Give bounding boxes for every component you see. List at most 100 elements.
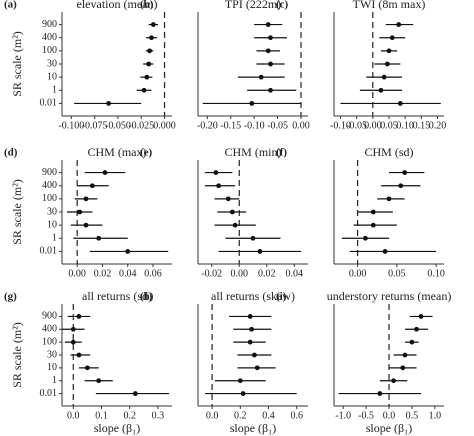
x-tick-label: 0.00: [349, 268, 367, 279]
point: [249, 101, 255, 106]
point: [70, 339, 76, 345]
point: [237, 378, 243, 384]
x-tick-label: 0.2: [234, 410, 247, 421]
x-tick-label: 0.04: [286, 268, 304, 279]
y-tick-label: 10: [47, 362, 57, 373]
y-tick-label: 1: [52, 85, 57, 96]
panel-label: (h): [140, 291, 154, 303]
point: [150, 22, 156, 27]
point: [363, 235, 368, 241]
y-tick-label: 1: [52, 375, 57, 386]
panel-title: CHM (min): [225, 145, 282, 159]
y-tick-label: 0.01: [40, 388, 58, 399]
x-tick-label: 1.0: [429, 410, 442, 421]
y-axis-label: SR scale (m²): [10, 322, 24, 388]
x-tick-label: 0.05: [388, 268, 406, 279]
point: [247, 314, 253, 319]
x-tick-label: 0.1: [95, 410, 108, 421]
y-tick-label: 100: [42, 193, 57, 204]
y-tick-label: 400: [42, 32, 57, 43]
point: [381, 74, 387, 80]
x-tick-label: 0.10: [396, 120, 414, 131]
point: [96, 378, 102, 384]
x-axis-label: slope (β₁): [230, 421, 277, 435]
x-tick-label: -0.20: [197, 120, 218, 131]
x-tick-label: 0.00: [292, 120, 310, 131]
panel-label: (b): [140, 0, 154, 11]
point: [125, 249, 131, 254]
x-tick-label: 0.00: [364, 120, 382, 131]
panel-label: (c): [276, 0, 289, 11]
x-tick-label: -0.050: [105, 120, 131, 131]
x-tick-label: 0.02: [258, 268, 276, 279]
point: [216, 183, 222, 189]
y-tick-label: 400: [42, 180, 57, 191]
x-tick-label: 0.5: [406, 410, 419, 421]
y-tick-label: 900: [42, 311, 57, 322]
point: [377, 391, 383, 396]
point: [402, 170, 408, 175]
panel-title: TPI (222m): [225, 0, 281, 11]
point: [249, 326, 254, 332]
point: [247, 339, 253, 345]
point: [389, 35, 395, 41]
x-tick-label: -0.05: [346, 120, 367, 131]
panel-label: (e): [140, 147, 153, 159]
panel-title: all returns (skew): [211, 289, 295, 303]
y-tick-label: 100: [42, 336, 57, 347]
point: [386, 196, 392, 202]
point: [252, 352, 257, 358]
y-tick-label: 0.01: [40, 246, 58, 257]
x-tick-label: 0.4: [262, 410, 275, 421]
panel-title: CHM (sd): [364, 145, 413, 159]
x-tick-label: 0.0: [206, 410, 219, 421]
x-tick-label: -0.15: [220, 120, 241, 131]
point: [386, 48, 392, 54]
x-tick-label: -0.025: [128, 120, 154, 131]
x-tick-label: 0.0: [67, 410, 80, 421]
point: [149, 35, 154, 41]
point: [265, 48, 271, 54]
point: [76, 352, 82, 358]
x-tick-label: 0.05: [380, 120, 398, 131]
point: [398, 183, 404, 189]
point: [414, 326, 419, 332]
y-tick-label: 10: [47, 219, 57, 230]
point: [89, 183, 95, 189]
point: [250, 235, 256, 241]
y-tick-label: 900: [42, 19, 57, 30]
panel-label: (g): [4, 291, 17, 303]
point: [370, 209, 376, 215]
x-tick-label: 0.00: [231, 268, 249, 279]
y-tick-label: 10: [47, 71, 57, 82]
panel-label: (d): [4, 147, 18, 159]
point: [382, 249, 388, 254]
y-tick-label: 400: [42, 324, 57, 335]
x-tick-label: -0.10: [330, 120, 351, 131]
x-axis-label: slope (β₁): [366, 421, 413, 435]
point: [409, 339, 415, 345]
x-tick-label: 0.3: [152, 410, 165, 421]
point: [400, 365, 406, 371]
point: [144, 74, 150, 80]
x-tick-label: 0.00: [68, 268, 86, 279]
x-tick-label: 0.02: [94, 268, 112, 279]
point: [418, 314, 424, 319]
point: [70, 326, 76, 332]
point: [76, 314, 82, 319]
x-tick-label: -1.0: [335, 410, 351, 421]
point: [213, 170, 219, 175]
point: [370, 222, 376, 228]
point: [84, 365, 90, 371]
point: [96, 235, 102, 241]
x-tick-label: -0.02: [201, 268, 222, 279]
point: [83, 222, 89, 228]
y-tick-label: 30: [47, 349, 57, 360]
x-tick-label: -0.5: [358, 410, 374, 421]
panel-title: TWI (8m max): [353, 0, 426, 11]
y-tick-label: 100: [42, 45, 57, 56]
panel-label: (i): [276, 291, 287, 303]
point: [268, 61, 273, 67]
x-tick-label: 0.04: [119, 268, 137, 279]
